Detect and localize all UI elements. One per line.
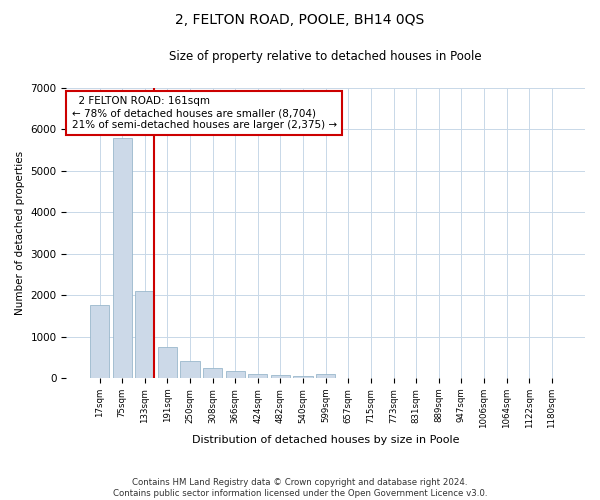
Text: 2, FELTON ROAD, POOLE, BH14 0QS: 2, FELTON ROAD, POOLE, BH14 0QS xyxy=(175,12,425,26)
Bar xyxy=(248,374,268,378)
Bar xyxy=(181,360,200,378)
Bar xyxy=(135,291,154,378)
Title: Size of property relative to detached houses in Poole: Size of property relative to detached ho… xyxy=(169,50,482,63)
Bar xyxy=(113,138,132,378)
Bar xyxy=(90,306,109,378)
Text: 2 FELTON ROAD: 161sqm  
← 78% of detached houses are smaller (8,704)
21% of semi: 2 FELTON ROAD: 161sqm ← 78% of detached … xyxy=(71,96,337,130)
Y-axis label: Number of detached properties: Number of detached properties xyxy=(15,151,25,315)
Bar xyxy=(316,374,335,378)
Bar xyxy=(271,376,290,378)
Bar xyxy=(226,370,245,378)
Bar xyxy=(293,376,313,378)
X-axis label: Distribution of detached houses by size in Poole: Distribution of detached houses by size … xyxy=(192,435,460,445)
Bar xyxy=(158,347,177,378)
Text: Contains HM Land Registry data © Crown copyright and database right 2024.
Contai: Contains HM Land Registry data © Crown c… xyxy=(113,478,487,498)
Bar xyxy=(203,368,222,378)
